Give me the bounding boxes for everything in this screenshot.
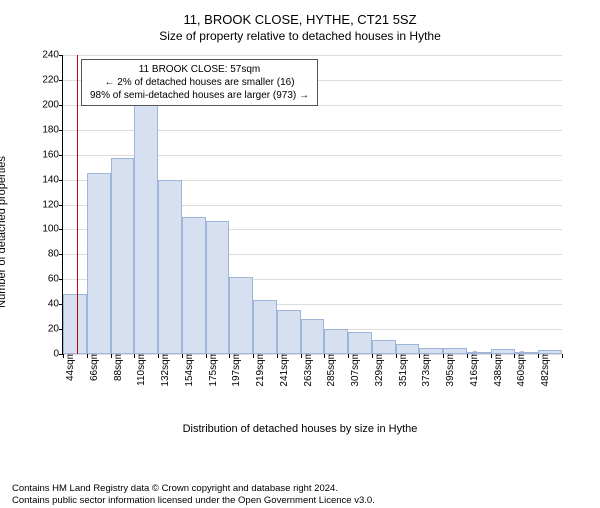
x-tick: 438sqm (493, 351, 504, 387)
bar (396, 344, 420, 354)
annotation-line3: 98% of semi-detached houses are larger (… (90, 89, 309, 102)
bar (324, 329, 348, 354)
y-tick: 100 (33, 224, 59, 235)
bar (87, 173, 111, 354)
footer-line2: Contains public sector information licen… (12, 495, 588, 507)
bar (467, 352, 491, 354)
x-tick: 66sqm (89, 351, 100, 381)
y-tick: 60 (33, 274, 59, 285)
y-tick: 20 (33, 324, 59, 335)
bar (182, 217, 206, 354)
x-tick: 307sqm (350, 351, 361, 387)
x-tick: 219sqm (255, 351, 266, 387)
y-tick: 120 (33, 199, 59, 210)
x-tick: 88sqm (113, 351, 124, 381)
x-tick: 197sqm (231, 351, 242, 387)
x-tick: 329sqm (374, 351, 385, 387)
y-tick: 220 (33, 74, 59, 85)
annotation-line1: 11 BROOK CLOSE: 57sqm (90, 63, 309, 76)
x-axis-label: Distribution of detached houses by size … (12, 423, 588, 435)
bar (63, 294, 87, 354)
x-tick: 395sqm (445, 351, 456, 387)
bar (538, 350, 562, 354)
y-tick: 180 (33, 124, 59, 135)
y-tick: 200 (33, 99, 59, 110)
x-tick: 154sqm (184, 351, 195, 387)
y-tick: 240 (33, 50, 59, 61)
y-tick: 140 (33, 174, 59, 185)
bar (491, 349, 515, 354)
bar (372, 340, 396, 354)
reference-line (77, 55, 78, 354)
y-tick: 80 (33, 249, 59, 260)
bar (419, 348, 443, 354)
x-tick: 241sqm (279, 351, 290, 387)
x-tick: 416sqm (469, 351, 480, 387)
bar (348, 332, 372, 354)
x-tick: 460sqm (516, 351, 527, 387)
bar (111, 158, 135, 354)
y-axis-label: Number of detached properties (0, 156, 8, 308)
x-tick: 351sqm (398, 351, 409, 387)
annotation-box: 11 BROOK CLOSE: 57sqm ← 2% of detached h… (81, 59, 318, 106)
x-tick: 285sqm (326, 351, 337, 387)
x-tick: 175sqm (208, 351, 219, 387)
bar (158, 180, 182, 354)
y-tick: 40 (33, 299, 59, 310)
y-tick: 160 (33, 149, 59, 160)
footer-line1: Contains HM Land Registry data © Crown c… (12, 483, 588, 495)
bar (206, 221, 230, 354)
x-tick: 373sqm (421, 351, 432, 387)
x-tick: 263sqm (303, 351, 314, 387)
bar (229, 277, 253, 354)
bar (134, 105, 158, 354)
x-tick: 44sqm (65, 351, 76, 381)
bar (277, 310, 301, 354)
chart-container: Number of detached properties 11 BROOK C… (12, 47, 572, 417)
bar (443, 348, 467, 354)
footer-attribution: Contains HM Land Registry data © Crown c… (12, 483, 588, 508)
plot-area: 11 BROOK CLOSE: 57sqm ← 2% of detached h… (62, 55, 562, 355)
chart-title-desc: Size of property relative to detached ho… (12, 29, 588, 43)
y-tick: 0 (33, 349, 59, 360)
bar (515, 352, 539, 354)
bar (253, 300, 277, 354)
x-tick: 132sqm (160, 351, 171, 387)
x-tick: 482sqm (540, 351, 551, 387)
bar (301, 319, 325, 354)
x-tick: 110sqm (136, 351, 147, 386)
annotation-line2: ← 2% of detached houses are smaller (16) (90, 76, 309, 89)
chart-title-address: 11, BROOK CLOSE, HYTHE, CT21 5SZ (12, 12, 588, 27)
